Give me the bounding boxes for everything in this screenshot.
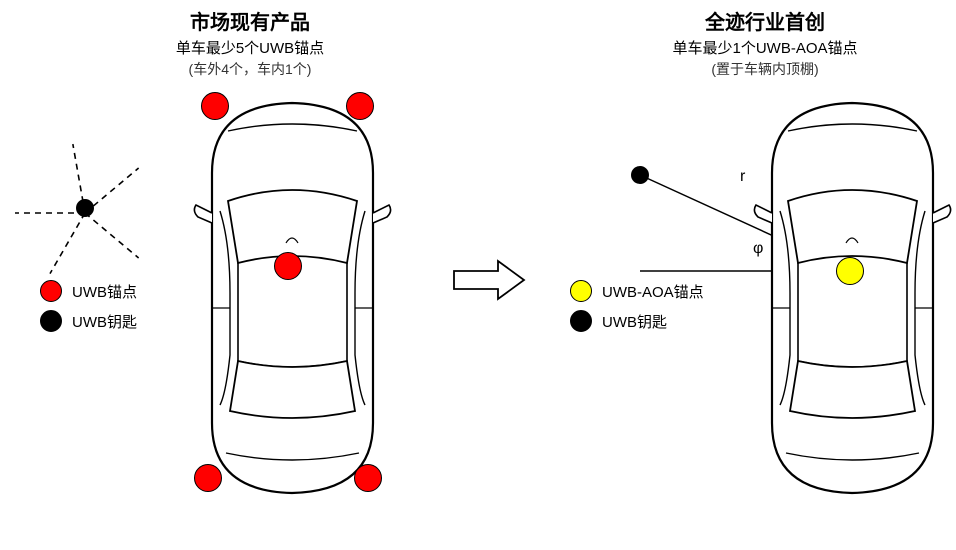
car-outline-left <box>190 93 395 498</box>
legend-row: UWB钥匙 <box>570 310 704 332</box>
legend-row: UWB锚点 <box>40 280 137 302</box>
title-new: 全迹行业首创 <box>545 6 956 35</box>
legend-row: UWB-AOA锚点 <box>570 280 704 302</box>
legend-dot <box>570 280 592 302</box>
uwb-anchor-dot <box>274 252 302 280</box>
legend-row: UWB钥匙 <box>40 310 137 332</box>
title-existing: 市场现有产品 <box>30 6 470 35</box>
uwb-aoa-anchor-dot <box>836 257 864 285</box>
uwb-anchor-dot <box>354 464 382 492</box>
uwb-anchor-dot <box>346 92 374 120</box>
subtitle-existing: 单车最少5个UWB锚点 <box>30 37 470 58</box>
legend-new: UWB-AOA锚点 UWB钥匙 <box>570 280 704 340</box>
note-existing: (车外4个，车内1个) <box>30 59 470 79</box>
legend-label: UWB钥匙 <box>72 311 137 332</box>
radius-label: r <box>740 168 745 186</box>
uwb-key-dot <box>76 199 94 217</box>
panel-existing: 市场现有产品 单车最少5个UWB锚点 (车外4个，车内1个) <box>30 0 470 79</box>
legend-dot <box>40 310 62 332</box>
car-outline-right <box>750 93 955 498</box>
uwb-anchor-dot <box>194 464 222 492</box>
note-new: (置于车辆内顶棚) <box>545 59 956 79</box>
uwb-key-dot <box>631 166 649 184</box>
uwb-anchor-dot <box>201 92 229 120</box>
subtitle-new: 单车最少1个UWB-AOA锚点 <box>545 37 956 58</box>
legend-label: UWB锚点 <box>72 281 137 302</box>
legend-dot <box>40 280 62 302</box>
panel-new: 全迹行业首创 单车最少1个UWB-AOA锚点 (置于车辆内顶棚) r φ <box>545 0 956 79</box>
legend-dot <box>570 310 592 332</box>
legend-existing: UWB锚点 UWB钥匙 <box>40 280 137 340</box>
legend-label: UWB-AOA锚点 <box>602 281 704 302</box>
legend-label: UWB钥匙 <box>602 311 667 332</box>
